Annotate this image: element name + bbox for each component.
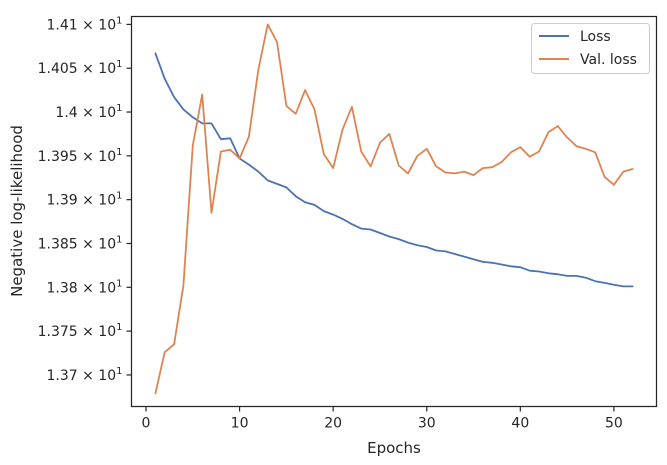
x-tick-label: 30 — [418, 416, 436, 432]
y-tick-label: 1.39 × 101 — [47, 191, 123, 209]
y-ticks: 1.37 × 101 1.375 × 101 1.38 × 101 1.385 × 1… — [38, 15, 132, 384]
x-tick-label: 20 — [324, 416, 342, 432]
legend-label-loss: Loss — [580, 29, 611, 45]
y-axis-title: Negative log-likelihood — [8, 125, 26, 297]
legend: Loss Val. loss — [531, 23, 650, 74]
x-tick-label: 10 — [231, 416, 249, 432]
y-tick-label: 1.38 × 101 — [47, 278, 123, 296]
x-tick-label: 50 — [605, 416, 623, 432]
x-tick-label: 40 — [511, 416, 529, 432]
x-tick-label: 0 — [142, 416, 151, 432]
y-tick-label: 1.405 × 101 — [38, 59, 123, 77]
series-line-val-loss — [154, 23, 634, 395]
plot-frame — [130, 15, 658, 408]
legend-label-val-loss: Val. loss — [580, 52, 637, 68]
plot-lines — [154, 23, 634, 395]
y-tick-label: 1.37 × 101 — [47, 366, 123, 384]
x-axis-title: Epochs — [367, 439, 421, 457]
y-tick-label: 1.395 × 101 — [38, 147, 123, 165]
series-line-loss — [154, 52, 634, 288]
y-tick-label: 1.4 × 101 — [55, 103, 122, 121]
y-tick-label: 1.41 × 101 — [47, 15, 123, 33]
y-tick-label: 1.385 × 101 — [38, 234, 123, 252]
x-ticks: 0 10 20 30 40 50 — [142, 406, 623, 432]
y-tick-label: 1.375 × 101 — [38, 322, 123, 340]
